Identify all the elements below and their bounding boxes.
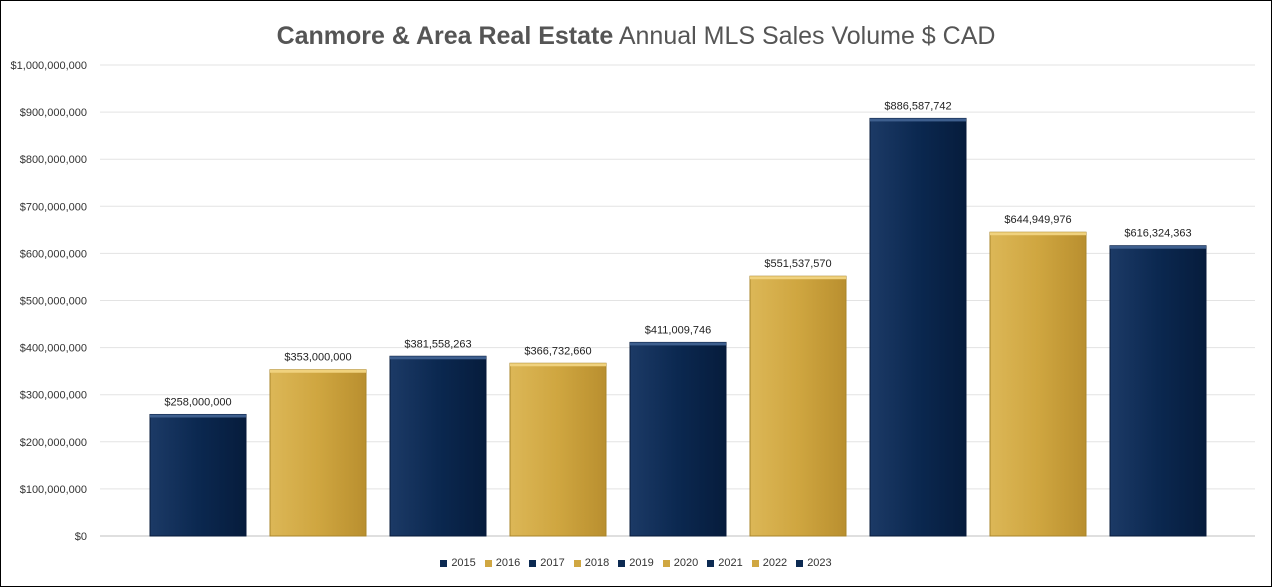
legend-swatch	[751, 559, 759, 567]
y-tick-label: $100,000,000	[20, 484, 87, 496]
legend-item-2015: 2015	[440, 557, 476, 569]
legend-swatch	[440, 559, 448, 567]
legend-swatch	[707, 559, 715, 567]
y-tick-label: $0	[75, 531, 87, 543]
data-label-2021: $886,587,742	[884, 100, 951, 112]
bar-cap-2021	[870, 118, 966, 122]
legend-label: 2016	[495, 557, 521, 569]
y-tick-label: $900,000,000	[20, 107, 87, 119]
data-label-2018: $366,732,660	[524, 345, 591, 357]
bar-2018	[509, 362, 607, 537]
bar-cap-2019	[630, 342, 726, 346]
data-labels: $258,000,000 $353,000,000 $381,558,263 $366…	[164, 100, 1191, 408]
bar-2023	[1109, 245, 1207, 537]
legend-item-2022: 2022	[751, 557, 788, 569]
y-tick-label: $400,000,000	[20, 343, 87, 355]
legend-label: 2017	[540, 557, 565, 569]
y-tick-label: $500,000,000	[20, 296, 87, 308]
legend-label: 2022	[762, 557, 788, 569]
legend-label: 2015	[451, 557, 476, 569]
data-label-2017: $381,558,263	[404, 338, 471, 350]
bar-cap-2017	[390, 356, 486, 360]
bar-2021	[869, 117, 967, 537]
legend-item-2017: 2017	[529, 557, 565, 569]
bar-2017	[389, 355, 487, 537]
data-label-2022: $644,949,976	[1004, 214, 1071, 226]
bar-2019	[629, 341, 727, 537]
legend-item-2020: 2020	[662, 557, 699, 569]
y-axis-ticks: $0 $100,000,000 $200,000,000 $300,000,000 $4…	[11, 60, 87, 543]
bar-cap-2018	[510, 363, 606, 367]
bar-cap-2022	[990, 232, 1086, 236]
bar-cap-2020	[750, 276, 846, 280]
bar-2015	[149, 413, 247, 537]
data-label-2023: $616,324,363	[1124, 228, 1191, 240]
y-tick-label: $300,000,000	[20, 390, 87, 402]
chart-title: Canmore & Area Real Estate Annual MLS Sa…	[0, 22, 1272, 51]
y-tick-label: $200,000,000	[20, 437, 87, 449]
data-label-2015: $258,000,000	[164, 396, 231, 408]
legend-label: 2018	[584, 557, 610, 569]
legend-label: 2023	[807, 557, 832, 569]
bar-2020	[749, 275, 847, 537]
data-label-2020: $551,537,570	[764, 258, 831, 270]
legend-swatch	[796, 559, 804, 567]
legend-item-2018: 2018	[573, 557, 610, 569]
y-tick-label: $700,000,000	[20, 201, 87, 213]
data-label-2019: $411,009,746	[645, 324, 711, 336]
legend-item-2023: 2023	[796, 557, 832, 569]
legend-label: 2021	[718, 557, 743, 569]
legend-item-2016: 2016	[484, 557, 521, 569]
y-tick-label: $600,000,000	[20, 248, 87, 260]
bar-cap-2016	[270, 369, 366, 373]
bars	[149, 117, 1207, 537]
legend-swatch	[484, 559, 492, 567]
legend-swatch	[662, 559, 670, 567]
legend-item-2021: 2021	[707, 557, 743, 569]
bar-cap-2023	[1110, 245, 1206, 249]
legend: 2015 2016 2017 2018 2019 2020 2021 2022 2023	[0, 557, 1272, 569]
legend-swatch	[618, 559, 626, 567]
y-tick-label: $1,000,000,000	[11, 60, 87, 72]
legend-swatch	[573, 559, 581, 567]
bar-2022	[989, 231, 1087, 537]
legend-item-2019: 2019	[618, 557, 654, 569]
data-label-2016: $353,000,000	[284, 352, 351, 364]
legend-label: 2020	[673, 557, 699, 569]
legend-swatch	[529, 559, 537, 567]
legend-label: 2019	[629, 557, 654, 569]
chart-title-bold: Canmore & Area Real Estate	[276, 22, 614, 50]
chart-title-rest: Annual MLS Sales Volume $ CAD	[613, 22, 996, 50]
y-tick-label: $800,000,000	[20, 154, 87, 166]
bar-cap-2015	[150, 414, 246, 418]
bar-2016	[269, 369, 367, 537]
